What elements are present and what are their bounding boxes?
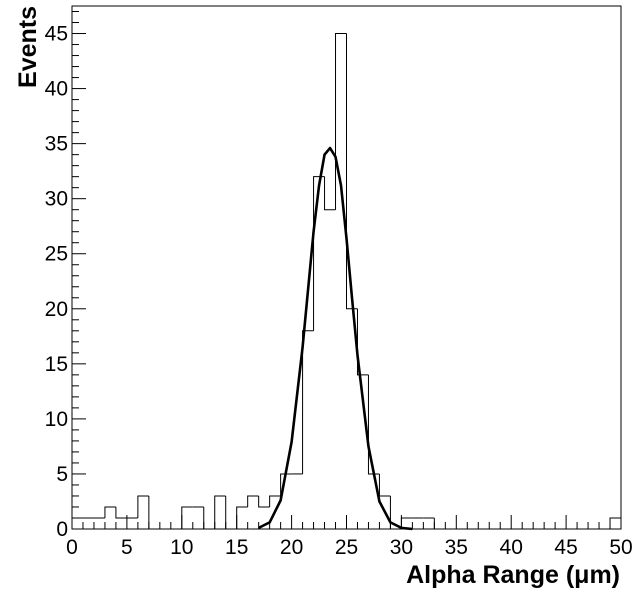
histogram-bar bbox=[203, 506, 215, 530]
histogram-bar bbox=[313, 176, 325, 331]
y-tick-label: 40 bbox=[45, 78, 68, 101]
y-tick-label: 45 bbox=[45, 23, 68, 46]
y-tick-label: 20 bbox=[45, 298, 68, 321]
y-tick-label: 30 bbox=[45, 188, 68, 211]
x-axis-title: Alpha Range (μm) bbox=[406, 561, 620, 589]
histogram-bar bbox=[148, 495, 160, 530]
histogram-bar bbox=[324, 176, 336, 211]
histogram-bar bbox=[258, 495, 270, 508]
x-tick-label: 25 bbox=[335, 536, 358, 559]
histogram-bar bbox=[609, 517, 621, 529]
x-tick-label: 50 bbox=[609, 536, 632, 559]
histogram-bar bbox=[367, 374, 380, 475]
y-tick-label: 15 bbox=[45, 353, 68, 376]
x-tick-label: 20 bbox=[280, 536, 303, 559]
histogram-bar bbox=[280, 473, 292, 496]
x-tick-label: 30 bbox=[390, 536, 413, 559]
x-tick-label: 15 bbox=[225, 536, 248, 559]
histogram-bar bbox=[335, 33, 347, 210]
y-tick-label: 35 bbox=[45, 133, 68, 156]
y-tick-label: 0 bbox=[56, 518, 68, 541]
x-tick-label: 10 bbox=[170, 536, 193, 559]
x-tick-label: 40 bbox=[500, 536, 523, 559]
x-tick-label: 35 bbox=[445, 536, 468, 559]
histogram-bar bbox=[181, 506, 193, 529]
histogram-bar bbox=[137, 495, 149, 518]
histogram-bar bbox=[302, 330, 314, 474]
histogram-bar bbox=[115, 506, 127, 519]
y-tick-label: 5 bbox=[56, 463, 68, 486]
histogram-bar bbox=[269, 495, 281, 507]
histogram-bar bbox=[356, 308, 369, 376]
histogram-bar bbox=[247, 495, 259, 507]
y-axis-title: Events bbox=[14, 6, 42, 88]
x-tick-label: 5 bbox=[121, 536, 133, 559]
x-tick-label: 0 bbox=[66, 536, 78, 559]
y-tick-label: 10 bbox=[45, 408, 68, 431]
x-tick-label: 45 bbox=[554, 536, 577, 559]
histogram-bar bbox=[378, 473, 391, 497]
histogram-bar bbox=[71, 517, 83, 529]
histogram-bar bbox=[104, 506, 116, 518]
gaussian-fit-curve bbox=[258, 146, 413, 531]
histogram-bar bbox=[433, 517, 446, 530]
histogram-bar bbox=[236, 506, 248, 529]
histogram-bar bbox=[214, 495, 226, 529]
histogram-bar bbox=[225, 495, 237, 530]
y-tick-label: 25 bbox=[45, 243, 68, 266]
